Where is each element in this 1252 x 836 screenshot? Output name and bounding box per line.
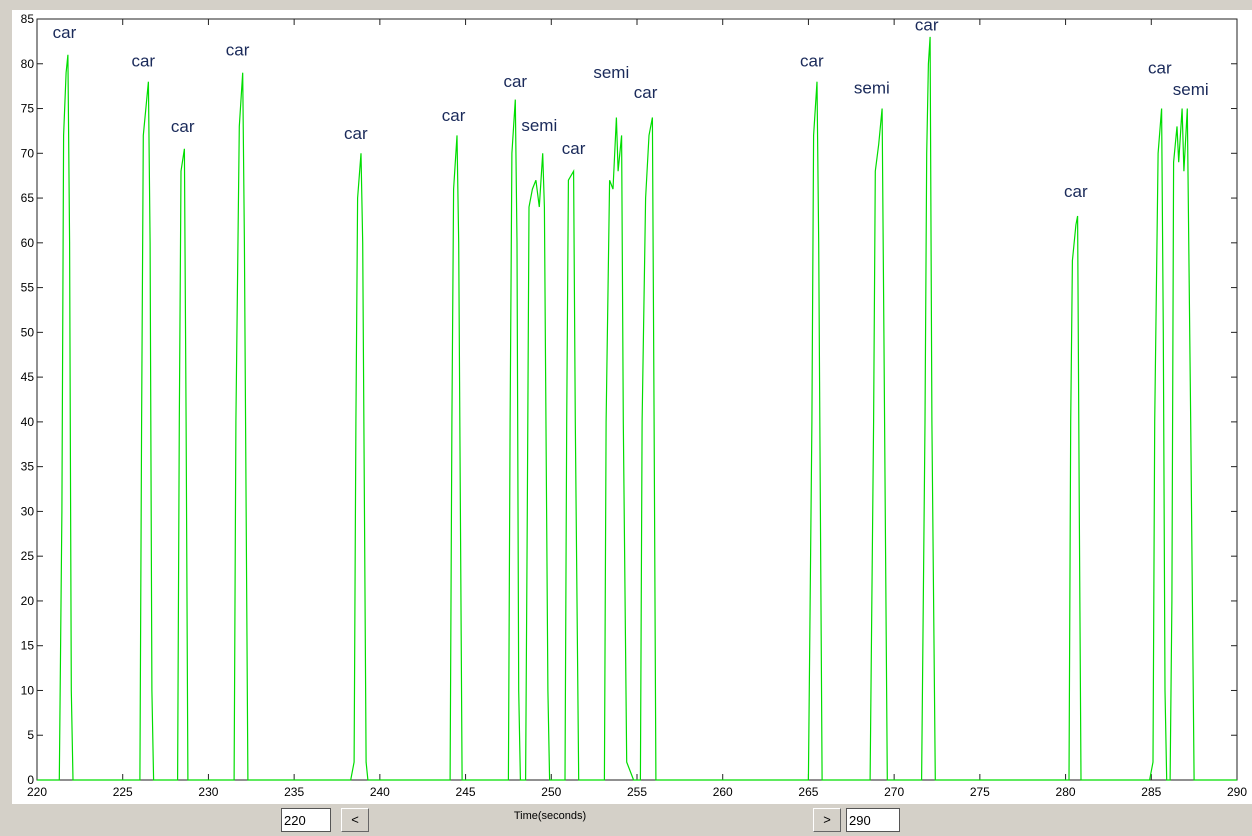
y-tick-label: 55 xyxy=(21,281,35,295)
y-tick-label: 25 xyxy=(21,549,35,563)
x-tick-label: 285 xyxy=(1141,785,1161,799)
x-axis-label: Time(seconds) xyxy=(513,810,587,822)
y-tick-label: 85 xyxy=(21,12,35,26)
annotation: car xyxy=(503,72,527,91)
annotation: semi xyxy=(1173,80,1209,99)
y-tick-label: 35 xyxy=(21,460,35,474)
y-tick-label: 65 xyxy=(21,191,35,205)
prev-button[interactable]: < xyxy=(341,808,369,832)
y-tick-label: 80 xyxy=(21,57,35,71)
annotation: car xyxy=(562,139,586,158)
y-tick-label: 70 xyxy=(21,146,35,160)
y-tick-label: 5 xyxy=(27,728,34,742)
end-input[interactable]: 290 xyxy=(846,808,900,832)
x-tick-label: 230 xyxy=(198,785,218,799)
x-tick-label: 225 xyxy=(113,785,133,799)
annotation: car xyxy=(442,106,466,125)
annotation: car xyxy=(1064,182,1088,201)
next-button[interactable]: > xyxy=(813,808,841,832)
annotation: semi xyxy=(521,116,557,135)
annotation: car xyxy=(1148,59,1172,78)
x-tick-label: 255 xyxy=(627,785,647,799)
control-bar xyxy=(0,804,1252,836)
x-tick-label: 260 xyxy=(713,785,733,799)
y-tick-label: 0 xyxy=(27,773,34,787)
annotation: car xyxy=(53,23,77,42)
y-tick-label: 15 xyxy=(21,639,35,653)
annotation: semi xyxy=(854,78,890,97)
x-tick-label: 265 xyxy=(798,785,818,799)
x-tick-label: 235 xyxy=(284,785,304,799)
x-tick-label: 245 xyxy=(456,785,476,799)
y-tick-label: 30 xyxy=(21,504,35,518)
annotation: car xyxy=(915,16,939,35)
y-tick-label: 20 xyxy=(21,594,35,608)
x-tick-label: 240 xyxy=(370,785,390,799)
start-input[interactable]: 220 xyxy=(281,808,331,832)
annotation: car xyxy=(344,124,368,143)
x-tick-label: 270 xyxy=(884,785,904,799)
y-tick-label: 50 xyxy=(21,325,35,339)
x-tick-label: 250 xyxy=(541,785,561,799)
annotation: semi xyxy=(593,63,629,82)
x-tick-label: 290 xyxy=(1227,785,1247,799)
plot-area xyxy=(36,18,1238,781)
x-tick-label: 275 xyxy=(970,785,990,799)
y-tick-label: 10 xyxy=(21,683,35,697)
x-tick-label: 220 xyxy=(27,785,47,799)
y-tick-label: 60 xyxy=(21,236,35,250)
y-tick-label: 75 xyxy=(21,102,35,116)
annotation: car xyxy=(226,41,250,60)
annotation: car xyxy=(131,51,155,70)
annotation: car xyxy=(634,83,658,102)
y-tick-label: 45 xyxy=(21,370,35,384)
y-tick-label: 40 xyxy=(21,415,35,429)
x-tick-label: 280 xyxy=(1056,785,1076,799)
annotation: car xyxy=(171,117,195,136)
data-line xyxy=(37,36,1237,781)
annotation: car xyxy=(800,51,824,70)
chart: 0 5 10 15 20 25 30 35 40 45 50 55 60 65 70 75 80 85 220 225… xyxy=(0,0,1252,804)
